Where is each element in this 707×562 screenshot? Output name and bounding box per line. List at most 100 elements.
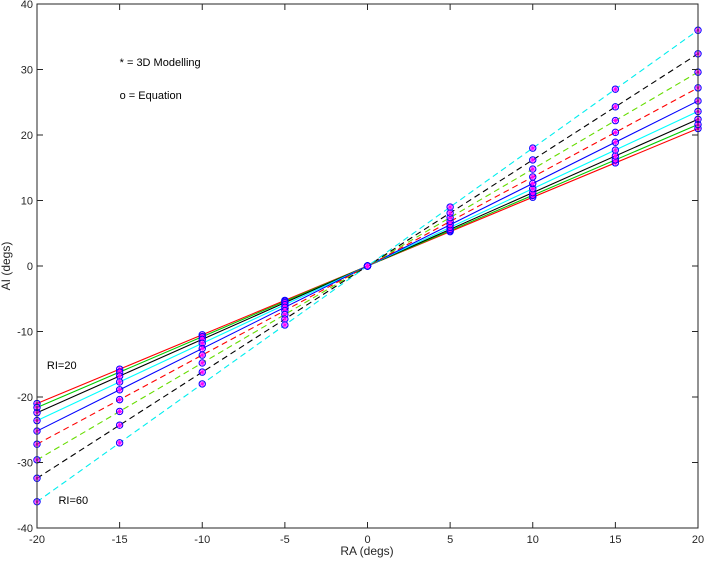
modelling-marker	[116, 396, 123, 403]
modelling-marker	[282, 311, 288, 318]
modelling-marker	[116, 369, 123, 375]
y-tick-label: 0	[27, 261, 33, 273]
data-point-ri-60-x5	[446, 203, 454, 211]
y-tick-label: 30	[21, 65, 33, 77]
x-tick-label: 0	[364, 534, 370, 546]
data-point-ri-40-x10	[529, 179, 537, 188]
modelling-marker	[529, 145, 536, 151]
x-tick-label: 10	[527, 534, 539, 546]
modelling-marker	[199, 381, 206, 387]
x-axis-label: RA (degs)	[340, 544, 393, 558]
modelling-marker	[199, 369, 206, 375]
data-point-ri-60-x10	[529, 144, 537, 152]
annotation-text: RI=60	[58, 495, 88, 507]
modelling-marker	[116, 386, 123, 393]
modelling-marker	[116, 408, 123, 415]
equation-marker	[115, 386, 124, 394]
equation-marker	[198, 351, 206, 359]
modelling-marker	[199, 345, 206, 352]
data-point-ri-60-x-15	[115, 439, 124, 447]
equation-marker	[529, 173, 537, 181]
modelling-marker	[612, 153, 619, 159]
modelling-marker	[529, 189, 536, 196]
equation-marker	[611, 85, 620, 93]
y-tick-label: 40	[21, 0, 33, 11]
data-point-ri-50-x-10	[198, 359, 206, 367]
equation-marker	[611, 138, 620, 146]
equation-marker	[611, 116, 620, 125]
data-point-ri-45-x10	[529, 173, 537, 181]
data-point-ri-50-x10	[529, 165, 537, 173]
y-tick-label: 10	[21, 196, 33, 208]
equation-marker	[198, 380, 206, 388]
modelling-marker	[447, 210, 453, 216]
data-point-ri-40-x15	[611, 138, 620, 146]
data-point-ri-55-x-10	[198, 368, 206, 376]
equation-marker	[529, 144, 537, 152]
data-point-ri-45-x15	[611, 128, 620, 137]
modelling-marker	[116, 422, 123, 428]
annotation-layer: * = 3D Modelling o = Equation RI=20 RI=60	[47, 57, 201, 507]
data-point-ri-40-x-10	[198, 344, 206, 353]
modelling-marker	[529, 180, 536, 187]
y-tick-label: -30	[17, 458, 33, 470]
data-point-ri-60-x-5	[281, 321, 289, 329]
modelling-marker	[612, 157, 619, 163]
equation-marker	[611, 103, 620, 111]
modelling-marker	[612, 147, 619, 153]
modelling-marker	[447, 218, 453, 225]
tick-layer: -20 -15 -10 -5 0 5 10 15 20 -40 -30 -20 -10 0 10 20 30 40	[17, 0, 704, 546]
equation-marker	[529, 156, 537, 164]
data-point-ri-60-x0	[363, 262, 372, 270]
data-point-ri-60-x-10	[198, 380, 206, 388]
equation-marker	[281, 321, 289, 329]
modelling-marker	[199, 336, 206, 343]
data-point-ri-50-x15	[611, 116, 620, 125]
modelling-marker	[612, 129, 619, 136]
data-point-ri-55-x10	[529, 156, 537, 164]
modelling-marker	[529, 157, 536, 163]
y-tick-label: 20	[21, 130, 33, 142]
equation-marker	[363, 262, 372, 270]
x-tick-label: -15	[112, 534, 128, 546]
modelling-marker	[612, 104, 619, 110]
modelling-marker	[282, 322, 288, 328]
data-point-ri-35-x-15	[115, 378, 124, 386]
modelling-marker	[529, 166, 536, 172]
modelling-marker	[447, 204, 453, 210]
y-axis-label: AI (degs)	[0, 242, 13, 291]
equation-marker	[115, 395, 124, 404]
modelling-marker	[447, 214, 453, 221]
annotation-text: * = 3D Modelling	[120, 57, 201, 69]
x-tick-label: 20	[692, 534, 704, 546]
y-tick-label: -20	[17, 392, 33, 404]
y-tick-label: -10	[17, 327, 33, 339]
equation-marker	[115, 439, 124, 447]
modelling-marker	[364, 263, 371, 269]
data-point-ri-60-x15	[611, 85, 620, 93]
modelling-marker	[199, 352, 206, 358]
x-tick-label: -5	[280, 534, 290, 546]
modelling-marker	[199, 360, 206, 366]
x-tick-label: 15	[609, 534, 621, 546]
modelling-marker	[282, 307, 288, 314]
y-tick-label: -40	[17, 523, 33, 535]
modelling-marker	[612, 86, 619, 92]
x-tick-label: -10	[194, 534, 210, 546]
x-tick-label: -20	[29, 534, 45, 546]
data-point-ri-50-x-15	[115, 407, 124, 416]
equation-marker	[115, 421, 124, 429]
modelling-marker	[116, 379, 123, 385]
modelling-marker	[612, 139, 619, 146]
data-point-ri-45-x-10	[198, 351, 206, 359]
equation-marker	[198, 368, 206, 376]
equation-marker	[446, 203, 454, 211]
data-point-ri-40-x-15	[115, 386, 124, 394]
equation-marker	[529, 165, 537, 173]
data-point-ri-45-x-15	[115, 395, 124, 404]
modelling-marker	[199, 340, 206, 347]
data-point-ri-55-x15	[611, 103, 620, 111]
modelling-marker	[116, 373, 123, 379]
equation-marker	[115, 407, 124, 416]
